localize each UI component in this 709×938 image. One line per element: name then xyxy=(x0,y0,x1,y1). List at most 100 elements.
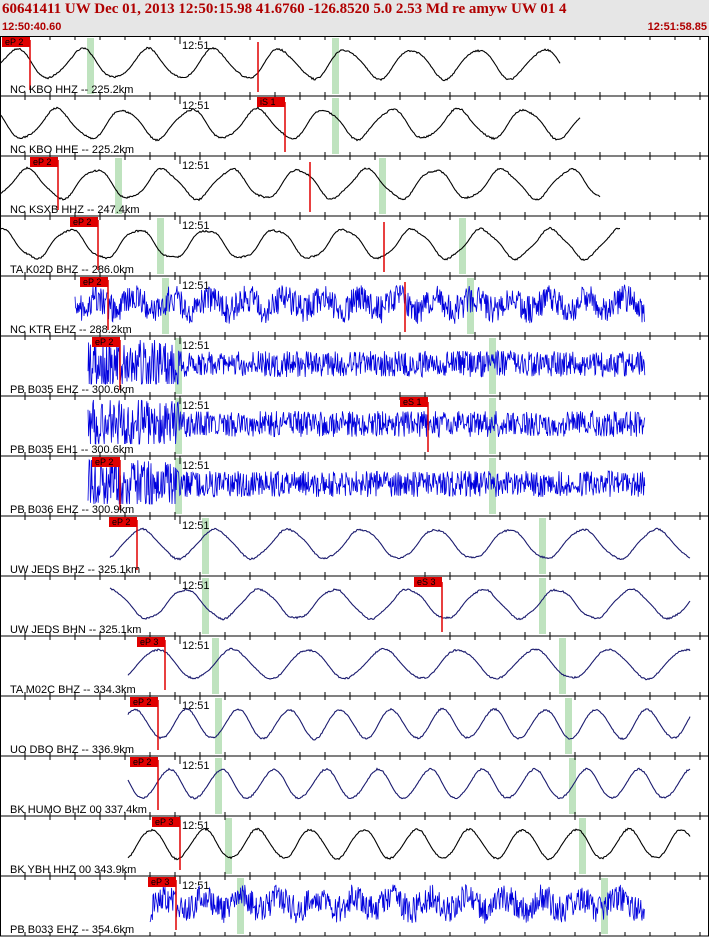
waveform-trace xyxy=(0,226,621,261)
pick-label: eP 2 xyxy=(83,277,101,287)
waveform-trace xyxy=(74,284,645,324)
minute-label: 12:51 xyxy=(182,400,210,412)
pick2-label: eS 1 xyxy=(403,397,422,407)
minute-label: 12:51 xyxy=(182,820,210,832)
trace-row: 12:51 eP 2 UO DBO BHZ -- 336.9km xyxy=(0,696,709,757)
trace-label: PB B035 EHZ -- 300.6km xyxy=(10,384,134,396)
pick-label: eP 3 xyxy=(155,817,173,827)
window-band xyxy=(559,638,566,694)
minute-label: 12:51 xyxy=(182,160,210,172)
window-band xyxy=(215,758,222,814)
minute-label: 12:51 xyxy=(182,40,210,52)
pick-flag[interactable] xyxy=(80,277,108,287)
pick-flag[interactable] xyxy=(148,877,176,887)
window-band xyxy=(237,878,244,934)
trace-row: 12:51 eP 2 NC KBO HHZ -- 225.2km xyxy=(0,36,709,97)
minute-label: 12:51 xyxy=(182,520,210,532)
trace-label: UW JEDS BHZ -- 325.1km xyxy=(10,564,140,576)
seismogram-svg: 12:51 eP 2 NC KBO HHZ -- 225.2km 12:51 iS 1 N… xyxy=(0,36,709,937)
trace-label: UO DBO BHZ -- 336.9km xyxy=(10,744,134,756)
pick-flag[interactable] xyxy=(2,37,30,47)
trace-row: 12:51 eP 2 PB B035 EHZ -- 300.6km xyxy=(0,336,709,397)
window-band xyxy=(539,518,546,574)
start-time: 12:50:40.60 xyxy=(2,21,62,33)
waveform-trace xyxy=(127,707,691,741)
trace-row: 12:51 eP 3 BK YBH HHZ 00 343.9km xyxy=(0,816,709,877)
waveform-trace xyxy=(127,767,691,800)
window-band xyxy=(379,158,386,214)
trace-label: PB B033 EHZ -- 354.6km xyxy=(10,924,134,936)
trace-label: TA K02D BHZ -- 286.0km xyxy=(10,264,134,276)
window-band xyxy=(157,218,164,274)
minute-label: 12:51 xyxy=(182,640,210,652)
window-band xyxy=(175,458,182,514)
waveform-trace xyxy=(87,399,646,445)
trace-row: 12:51 eP 3 TA M02C BHZ -- 334.3km xyxy=(0,636,709,697)
window-band xyxy=(202,518,209,574)
pick-label: eP 2 xyxy=(33,157,51,167)
window-band xyxy=(539,578,546,634)
pick-flag[interactable] xyxy=(130,697,158,707)
trace-label: BK YBH HHZ 00 343.9km xyxy=(10,864,136,876)
seismogram-plot: 12:51 eP 2 NC KBO HHZ -- 225.2km 12:51 iS 1 N… xyxy=(0,36,709,938)
trace-row: 12:51 iS 1 NC KBO HHE -- 225.2km xyxy=(0,96,709,157)
pick-flag[interactable] xyxy=(130,757,158,767)
pick2-flag[interactable] xyxy=(400,397,428,407)
trace-label: BK HUMO BHZ 00 337.4km xyxy=(10,804,147,816)
window-band xyxy=(332,38,339,94)
pick-flag[interactable] xyxy=(137,637,165,647)
minute-label: 12:51 xyxy=(182,280,210,292)
pick-label: eP 2 xyxy=(133,757,151,767)
window-band xyxy=(489,458,496,514)
waveform-trace xyxy=(109,587,691,621)
trace-row: 12:51 eP 2 NC KSXB HHZ -- 247.4km xyxy=(0,156,709,217)
waveform-trace xyxy=(0,46,561,82)
trace-label: NC KSXB HHZ -- 247.4km xyxy=(10,204,140,216)
pick-flag[interactable] xyxy=(109,517,137,527)
pick-flag[interactable] xyxy=(152,817,180,827)
trace-row: 12:51 eP 3 PB B033 EHZ -- 354.6km xyxy=(0,876,709,937)
pick-flag[interactable] xyxy=(70,217,98,227)
pick-label: eP 2 xyxy=(112,517,130,527)
waveform-trace xyxy=(0,106,581,142)
window-band xyxy=(215,698,222,754)
window-band xyxy=(225,818,232,874)
minute-label: 12:51 xyxy=(182,340,210,352)
window-band xyxy=(87,38,94,94)
pick-label: eP 2 xyxy=(95,457,113,467)
waveform-trace xyxy=(109,527,691,561)
pick2-flag[interactable] xyxy=(414,577,442,587)
trace-row: 12:51 eP 2 NC KTR EHZ -- 288.2km xyxy=(0,276,709,337)
trace-row: 12:51 eP 2 BK HUMO BHZ 00 337.4km xyxy=(0,756,709,817)
window-band xyxy=(565,698,572,754)
waveform-trace xyxy=(0,166,601,202)
pick-flag[interactable] xyxy=(92,337,120,347)
pick-label: eP 3 xyxy=(151,877,169,887)
event-header: 60641411 UW Dec 01, 2013 12:50:15.98 41.… xyxy=(0,0,709,36)
trace-label: NC KBO HHZ -- 225.2km xyxy=(10,84,133,96)
waveform-trace xyxy=(127,647,691,681)
pick-label: eP 2 xyxy=(5,37,23,47)
trace-row: 12:51 eS 3 UW JEDS BHN -- 325.1km xyxy=(0,576,709,637)
trace-label: NC KBO HHE -- 225.2km xyxy=(10,144,134,156)
trace-label: PB B035 EH1 -- 300.6km xyxy=(10,444,134,456)
pick-flag[interactable] xyxy=(30,157,58,167)
pick-flag[interactable] xyxy=(92,457,120,467)
window-band xyxy=(212,638,219,694)
trace-row: 12:51 eP 2 TA K02D BHZ -- 286.0km xyxy=(0,216,709,277)
waveform-trace xyxy=(87,458,646,505)
waveform-trace xyxy=(127,827,691,861)
pick-label: eP 3 xyxy=(140,637,158,647)
pick-label: eP 2 xyxy=(95,337,113,347)
window-band xyxy=(202,578,209,634)
minute-label: 12:51 xyxy=(182,700,210,712)
pick-label: eP 2 xyxy=(133,697,151,707)
minute-label: 12:51 xyxy=(182,220,210,232)
window-band xyxy=(489,338,496,394)
window-band xyxy=(459,218,466,274)
window-band xyxy=(601,878,608,934)
minute-label: 12:51 xyxy=(182,460,210,472)
event-title: 60641411 UW Dec 01, 2013 12:50:15.98 41.… xyxy=(2,1,567,17)
pick2-label: eS 3 xyxy=(417,577,436,587)
pick2-flag[interactable] xyxy=(257,97,285,107)
